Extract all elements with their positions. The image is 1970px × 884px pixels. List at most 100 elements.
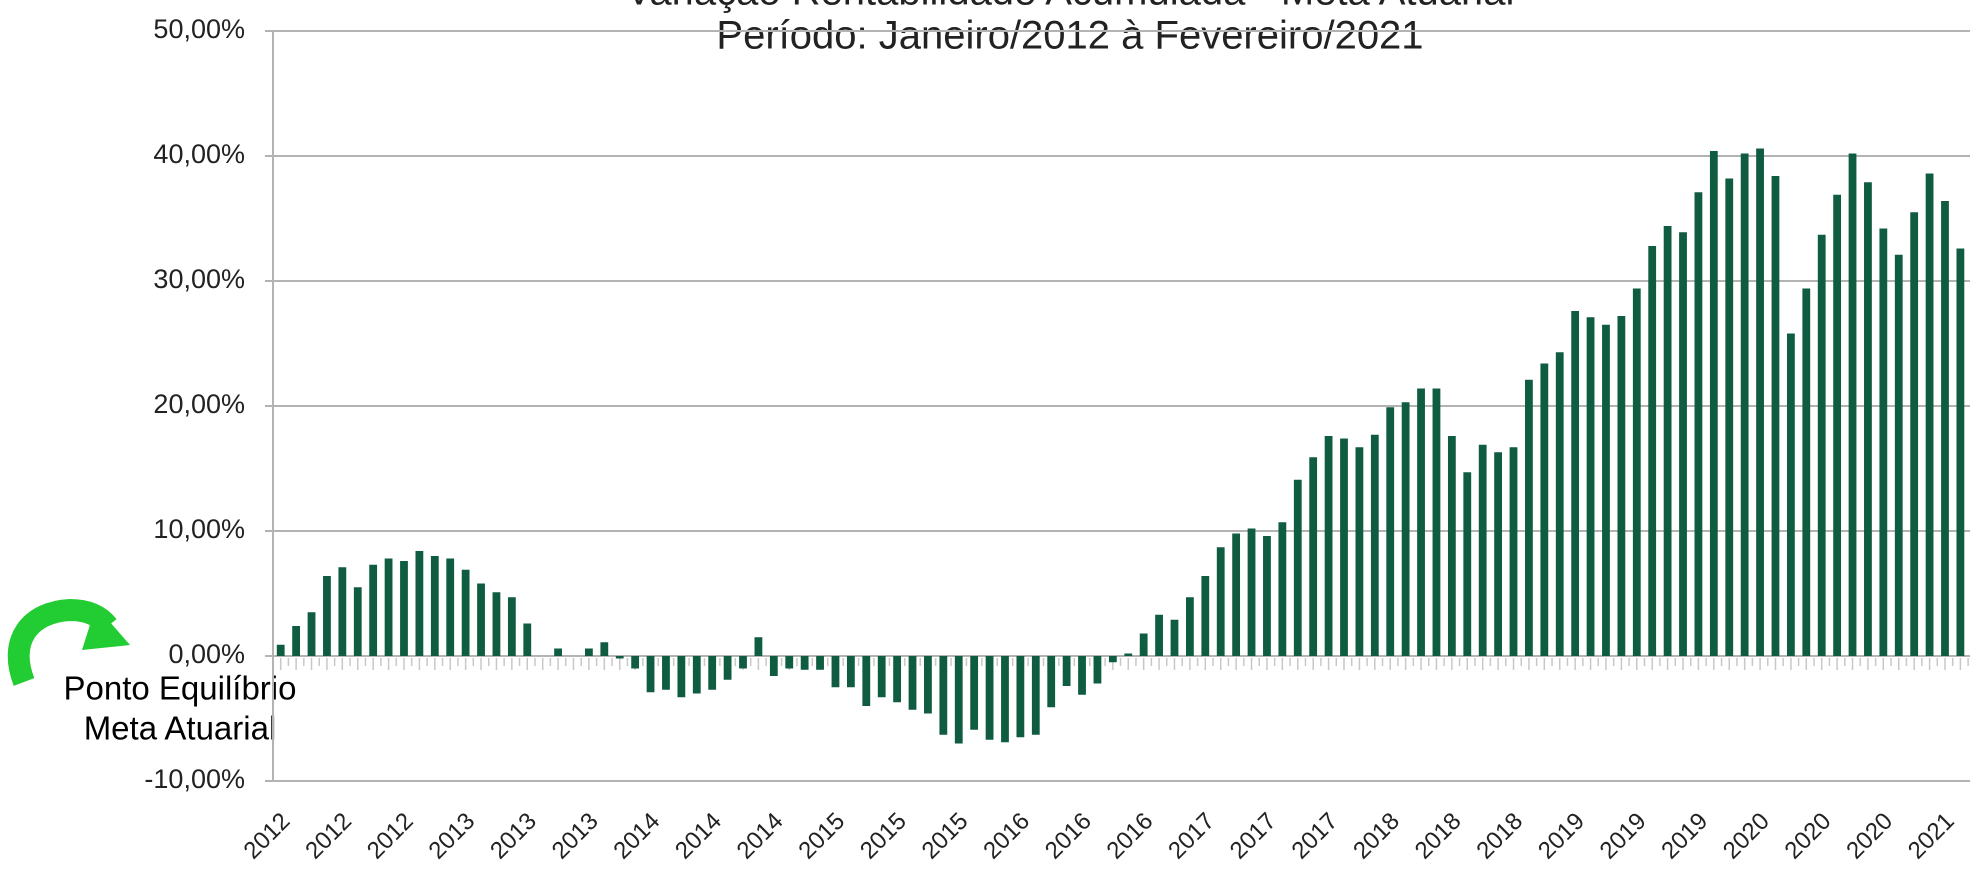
bar (1093, 656, 1102, 684)
bar (353, 587, 362, 656)
bar (1247, 528, 1256, 656)
x-tick-label: 2014 (608, 808, 665, 865)
bar (662, 656, 670, 690)
bar (1509, 447, 1518, 656)
bar (600, 642, 609, 656)
bar (1232, 533, 1241, 656)
x-tick-label: 2020 (1780, 808, 1837, 865)
x-tick-label: 2021 (1903, 808, 1960, 865)
bar (816, 656, 824, 670)
bar (1632, 288, 1641, 656)
bar (1571, 311, 1580, 656)
bar (1324, 436, 1333, 656)
bar (939, 656, 948, 735)
x-tick-label: 2012 (362, 808, 419, 865)
x-tick-label: 2020 (1718, 808, 1775, 865)
bar (1201, 576, 1210, 656)
bar (1648, 246, 1657, 656)
bar (1725, 178, 1734, 656)
bar (1740, 153, 1749, 656)
bar (1864, 182, 1872, 656)
x-tick-label: 2019 (1533, 808, 1590, 865)
x-tick-label: 2013 (424, 808, 481, 865)
bar (1401, 402, 1410, 656)
bar (585, 648, 593, 656)
bar (677, 656, 686, 698)
bar (1124, 653, 1133, 656)
bar (1786, 333, 1795, 656)
x-tick-label: 2019 (1656, 808, 1713, 865)
bar (739, 656, 747, 669)
x-tick-label: 2014 (732, 808, 789, 865)
bar (1031, 656, 1040, 735)
bar (1879, 228, 1888, 656)
bar (1525, 379, 1533, 656)
x-tick-label: 2017 (1286, 808, 1343, 865)
bar (338, 567, 347, 656)
bar (1617, 316, 1626, 656)
bar (1370, 434, 1379, 656)
bar (276, 644, 285, 656)
bar (1417, 388, 1425, 656)
bar (461, 569, 470, 656)
bar (1263, 536, 1271, 656)
x-tick-label: 2014 (670, 808, 727, 865)
x-tick-label: 2015 (855, 808, 912, 865)
x-tick-label: 2017 (1163, 808, 1220, 865)
bar (908, 656, 917, 710)
bar (554, 648, 562, 656)
bar (1432, 388, 1441, 656)
bar (492, 592, 501, 656)
x-tick-label: 2018 (1410, 808, 1467, 865)
x-tick-label: 2016 (1102, 808, 1159, 865)
bar (1139, 633, 1148, 656)
bar (1216, 547, 1225, 656)
bar (785, 656, 794, 669)
annotation: Ponto Equilíbrio (64, 670, 297, 707)
bar (415, 551, 424, 656)
bar (400, 561, 408, 656)
bar (1679, 232, 1687, 656)
bar (1910, 212, 1919, 656)
x-tick-label: 2012 (300, 808, 357, 865)
bar (1386, 407, 1395, 656)
bar (307, 612, 316, 656)
x-tick-label: 2018 (1348, 808, 1405, 865)
bar (1709, 151, 1718, 656)
bar (1478, 444, 1487, 656)
bar (1062, 656, 1071, 686)
bar (646, 656, 655, 693)
bar (1771, 176, 1780, 656)
x-tick-label: 2013 (547, 808, 604, 865)
y-tick-label: 50,00% (153, 14, 245, 44)
bar (1309, 457, 1318, 656)
bar (1078, 656, 1086, 695)
bar (754, 637, 763, 656)
bar (631, 656, 640, 669)
bar (769, 656, 778, 676)
bar (1555, 352, 1564, 656)
bar (1694, 192, 1703, 656)
bar (1956, 248, 1965, 656)
bar (692, 656, 701, 694)
bar (292, 626, 301, 656)
bar (1602, 324, 1610, 656)
bar (1663, 226, 1672, 656)
bar (446, 558, 455, 656)
bar (831, 656, 840, 688)
bar (1170, 619, 1179, 656)
bar (1494, 452, 1502, 656)
bar (723, 656, 732, 680)
bar (1817, 234, 1826, 656)
bar (862, 656, 871, 706)
annotation: Meta Atuarial (84, 710, 277, 747)
bar (1001, 656, 1009, 743)
bar (954, 656, 963, 744)
y-tick-label: 10,00% (153, 514, 245, 544)
bar (893, 656, 902, 703)
bar (1941, 201, 1949, 656)
bar (1848, 153, 1857, 656)
bar (1833, 194, 1842, 656)
x-tick-label: 2012 (239, 808, 296, 865)
bar (477, 583, 485, 656)
